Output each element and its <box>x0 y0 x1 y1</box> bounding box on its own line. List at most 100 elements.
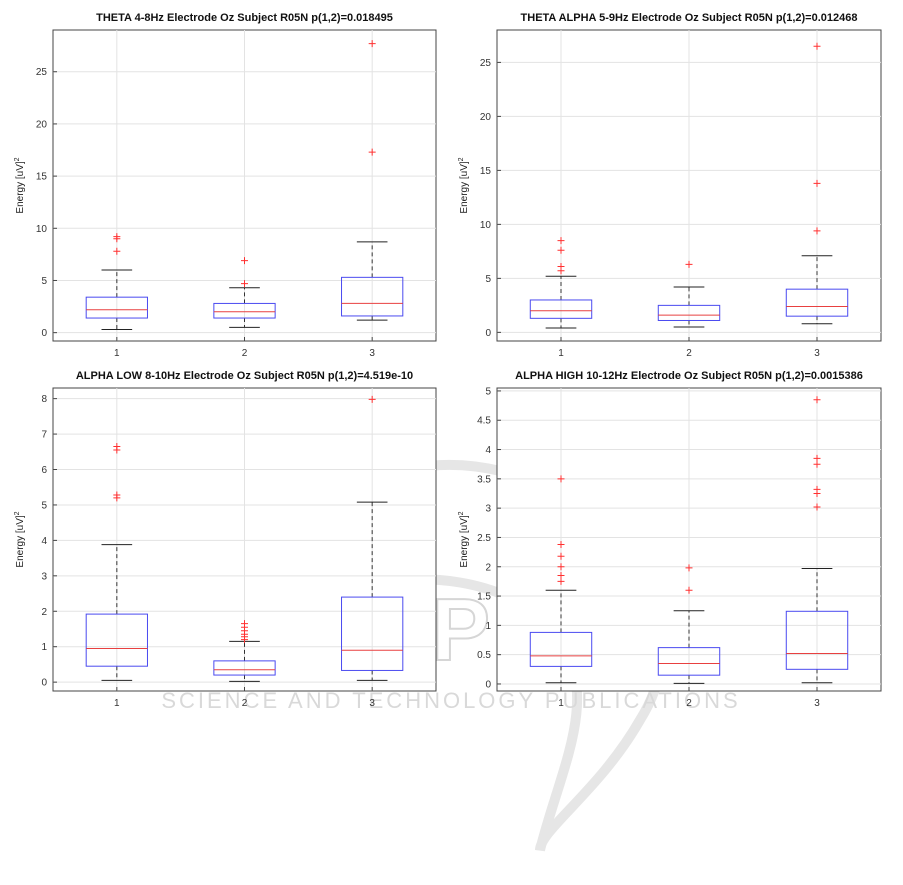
y-tick-label: 0.5 <box>477 650 491 661</box>
y-tick-label: 2.5 <box>477 533 491 544</box>
y-tick-label: 0 <box>485 679 491 690</box>
y-tick-label: 25 <box>36 67 48 78</box>
box-1 <box>85 233 148 331</box>
box-3 <box>785 42 849 325</box>
outlier-marker <box>113 491 121 499</box>
x-tick-label: 1 <box>114 348 120 359</box>
y-axis-label: Energy [uV]2 <box>14 511 26 567</box>
y-tick-label: 5 <box>41 500 47 511</box>
y-tick-label: 3 <box>41 571 47 582</box>
x-tick-label: 2 <box>242 698 248 709</box>
y-tick-label: 10 <box>36 224 48 235</box>
x-tick-label: 3 <box>814 348 820 359</box>
watermark-tagline: SCIENCE AND TECHNOLOGY PUBLICATIONS <box>161 688 740 713</box>
interquartile-box <box>213 302 276 319</box>
outlier-marker <box>813 460 821 468</box>
outlier-marker <box>813 227 821 235</box>
y-tick-label: 2 <box>41 607 47 618</box>
outlier-marker <box>813 485 821 493</box>
x-tick-label: 1 <box>558 348 564 359</box>
x-tick-label: 1 <box>114 698 120 709</box>
box-2 <box>657 564 721 684</box>
y-tick-label: 25 <box>480 58 492 69</box>
outlier-marker <box>813 42 821 50</box>
interquartile-box <box>785 610 849 670</box>
outlier-marker <box>557 475 565 483</box>
y-tick-label: 7 <box>41 430 47 441</box>
outlier-marker <box>241 257 248 265</box>
x-tick-label: 1 <box>558 698 564 709</box>
outlier-marker <box>557 577 565 585</box>
outlier-marker <box>557 572 565 580</box>
outlier-marker <box>813 396 821 404</box>
y-tick-label: 15 <box>480 166 492 177</box>
y-tick-label: 5 <box>41 276 47 287</box>
outlier-marker <box>241 620 248 628</box>
outlier-marker <box>685 586 693 594</box>
y-tick-label: 0 <box>41 678 47 689</box>
box-1 <box>85 442 148 681</box>
x-tick-label: 2 <box>242 348 248 359</box>
y-tick-label: 15 <box>36 172 48 183</box>
chart-panel-1: 0 5 10 15 20 25 1 2 3 THETA 4-8Hz Electrode Oz Su… <box>14 12 437 359</box>
interquartile-box <box>85 296 148 319</box>
y-tick-label: 4 <box>41 536 47 547</box>
outlier-marker <box>113 442 121 450</box>
outlier-marker <box>113 247 121 255</box>
box-2 <box>213 620 276 682</box>
y-tick-label: 4.5 <box>477 416 491 427</box>
chart-title: ALPHA LOW 8-10Hz Electrode Oz Subject R0… <box>76 370 413 382</box>
chart-title: THETA 4-8Hz Electrode Oz Subject R05N p(… <box>96 12 393 24</box>
y-axis-label: Energy [uV]2 <box>458 511 470 567</box>
interquartile-box <box>785 288 849 317</box>
chart-panel-3: 0 1 2 3 4 5 6 7 8 1 2 3 ALPHA LOW 8-10Hz Electrode O… <box>14 370 437 709</box>
outlier-marker <box>685 260 693 268</box>
y-tick-label: 0 <box>41 328 47 339</box>
interquartile-box <box>341 596 404 671</box>
box-3 <box>785 396 849 684</box>
interquartile-box <box>529 631 593 667</box>
box-2 <box>657 260 721 328</box>
outlier-marker <box>813 454 821 462</box>
y-axis-label: Energy [uV]2 <box>458 157 470 213</box>
x-tick-label: 3 <box>814 698 820 709</box>
chart-panel-4: 0 0.5 1 1.5 2 2.5 3 3.5 4 4.5 5 1 2 3 ALPHA HIGH 10-12… <box>458 370 882 709</box>
interquartile-box <box>657 304 721 321</box>
y-tick-label: 20 <box>480 112 492 123</box>
interquartile-box <box>341 276 404 317</box>
y-tick-label: 0 <box>485 328 491 339</box>
interquartile-box <box>213 660 276 676</box>
outlier-marker <box>241 280 248 288</box>
x-tick-label: 3 <box>369 348 375 359</box>
y-tick-label: 20 <box>36 119 48 130</box>
y-tick-label: 4 <box>485 445 491 456</box>
y-axis-label: Energy [uV]2 <box>14 157 26 213</box>
outlier-marker <box>557 563 565 571</box>
box-3 <box>341 40 404 321</box>
outlier-marker <box>368 148 376 156</box>
y-tick-label: 3 <box>485 504 491 515</box>
y-tick-label: 10 <box>480 220 492 231</box>
y-tick-label: 6 <box>41 465 47 476</box>
box-3 <box>341 395 404 681</box>
outlier-marker <box>685 564 693 572</box>
y-tick-label: 1 <box>485 621 491 632</box>
x-tick-label: 3 <box>369 698 375 709</box>
box-2 <box>213 257 276 328</box>
chart-panel-2: 0 5 10 15 20 25 1 2 3 THETA ALPHA 5-9Hz Electrode… <box>458 12 882 359</box>
interquartile-box <box>85 613 148 667</box>
box-1 <box>529 237 593 329</box>
outlier-marker <box>557 552 565 560</box>
outlier-marker <box>557 262 565 270</box>
box-1 <box>529 475 593 684</box>
outlier-marker <box>813 503 821 511</box>
y-tick-label: 8 <box>41 394 47 405</box>
x-tick-label: 2 <box>686 348 692 359</box>
y-tick-label: 1 <box>41 642 47 653</box>
x-tick-label: 2 <box>686 698 692 709</box>
y-tick-label: 5 <box>485 274 491 285</box>
y-tick-label: 3.5 <box>477 474 491 485</box>
outlier-marker <box>557 246 565 254</box>
outlier-marker <box>113 233 121 241</box>
